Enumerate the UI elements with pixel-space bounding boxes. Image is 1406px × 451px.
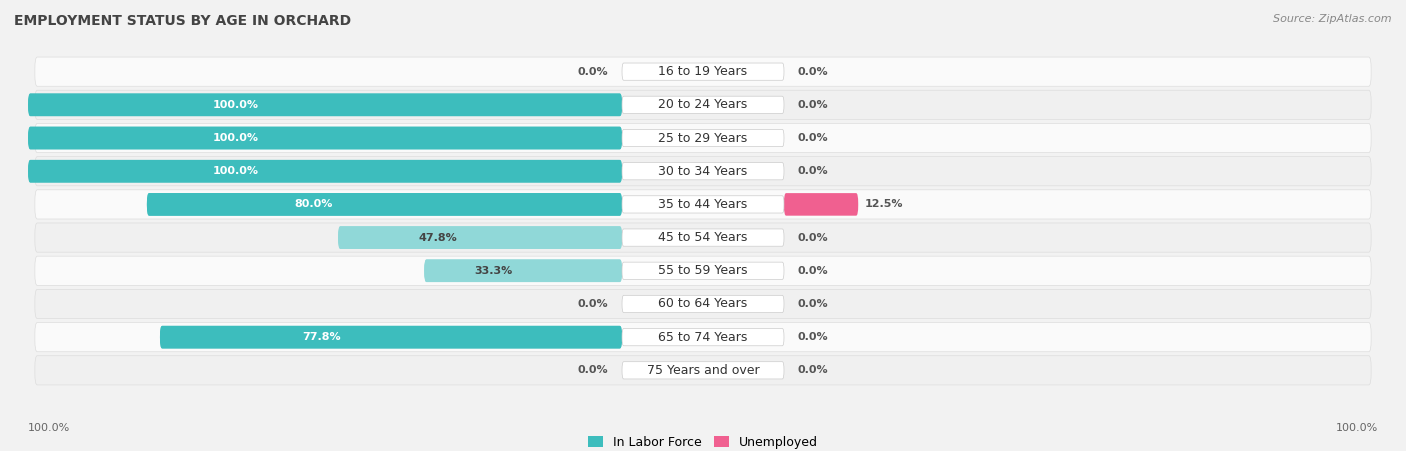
FancyBboxPatch shape <box>621 129 785 147</box>
Text: 100.0%: 100.0% <box>28 423 70 433</box>
FancyBboxPatch shape <box>35 256 1371 285</box>
FancyBboxPatch shape <box>160 326 621 349</box>
FancyBboxPatch shape <box>621 328 785 346</box>
FancyBboxPatch shape <box>35 57 1371 86</box>
Text: 16 to 19 Years: 16 to 19 Years <box>658 65 748 78</box>
Text: Source: ZipAtlas.com: Source: ZipAtlas.com <box>1274 14 1392 23</box>
FancyBboxPatch shape <box>35 124 1371 152</box>
FancyBboxPatch shape <box>28 127 621 149</box>
FancyBboxPatch shape <box>35 322 1371 352</box>
FancyBboxPatch shape <box>28 93 621 116</box>
FancyBboxPatch shape <box>146 193 621 216</box>
Text: 0.0%: 0.0% <box>797 332 828 342</box>
FancyBboxPatch shape <box>425 259 621 282</box>
Text: 45 to 54 Years: 45 to 54 Years <box>658 231 748 244</box>
Text: 0.0%: 0.0% <box>797 266 828 276</box>
Text: 0.0%: 0.0% <box>797 365 828 375</box>
FancyBboxPatch shape <box>425 259 621 282</box>
FancyBboxPatch shape <box>28 127 621 149</box>
Text: 0.0%: 0.0% <box>797 166 828 176</box>
Text: 0.0%: 0.0% <box>797 133 828 143</box>
Text: 0.0%: 0.0% <box>797 299 828 309</box>
Text: 0.0%: 0.0% <box>797 100 828 110</box>
FancyBboxPatch shape <box>28 160 621 183</box>
Legend: In Labor Force, Unemployed: In Labor Force, Unemployed <box>583 431 823 451</box>
FancyBboxPatch shape <box>35 90 1371 120</box>
Text: 12.5%: 12.5% <box>865 199 904 209</box>
Text: 0.0%: 0.0% <box>797 233 828 243</box>
Text: 25 to 29 Years: 25 to 29 Years <box>658 132 748 144</box>
FancyBboxPatch shape <box>28 93 621 116</box>
Text: 65 to 74 Years: 65 to 74 Years <box>658 331 748 344</box>
Text: 0.0%: 0.0% <box>797 67 828 77</box>
FancyBboxPatch shape <box>621 96 785 114</box>
FancyBboxPatch shape <box>337 226 621 249</box>
FancyBboxPatch shape <box>785 193 858 216</box>
FancyBboxPatch shape <box>621 362 785 379</box>
Text: 47.8%: 47.8% <box>418 233 457 243</box>
Text: 75 Years and over: 75 Years and over <box>647 364 759 377</box>
Text: 0.0%: 0.0% <box>578 67 609 77</box>
FancyBboxPatch shape <box>35 356 1371 385</box>
FancyBboxPatch shape <box>146 193 621 216</box>
FancyBboxPatch shape <box>621 63 785 80</box>
Text: 80.0%: 80.0% <box>294 199 332 209</box>
Text: 77.8%: 77.8% <box>302 332 342 342</box>
FancyBboxPatch shape <box>621 162 785 180</box>
FancyBboxPatch shape <box>621 295 785 313</box>
FancyBboxPatch shape <box>35 223 1371 252</box>
Text: 100.0%: 100.0% <box>212 166 259 176</box>
Text: 20 to 24 Years: 20 to 24 Years <box>658 98 748 111</box>
FancyBboxPatch shape <box>35 290 1371 318</box>
Text: 35 to 44 Years: 35 to 44 Years <box>658 198 748 211</box>
Text: 33.3%: 33.3% <box>474 266 513 276</box>
FancyBboxPatch shape <box>35 156 1371 186</box>
Text: 100.0%: 100.0% <box>212 100 259 110</box>
FancyBboxPatch shape <box>35 190 1371 219</box>
Text: 60 to 64 Years: 60 to 64 Years <box>658 298 748 310</box>
Text: 100.0%: 100.0% <box>1336 423 1378 433</box>
Text: 0.0%: 0.0% <box>578 299 609 309</box>
Text: EMPLOYMENT STATUS BY AGE IN ORCHARD: EMPLOYMENT STATUS BY AGE IN ORCHARD <box>14 14 352 28</box>
FancyBboxPatch shape <box>337 226 621 249</box>
FancyBboxPatch shape <box>621 196 785 213</box>
FancyBboxPatch shape <box>28 160 621 183</box>
Text: 0.0%: 0.0% <box>578 365 609 375</box>
Text: 30 to 34 Years: 30 to 34 Years <box>658 165 748 178</box>
FancyBboxPatch shape <box>621 262 785 280</box>
FancyBboxPatch shape <box>160 326 621 349</box>
Text: 100.0%: 100.0% <box>212 133 259 143</box>
FancyBboxPatch shape <box>621 229 785 246</box>
Text: 55 to 59 Years: 55 to 59 Years <box>658 264 748 277</box>
